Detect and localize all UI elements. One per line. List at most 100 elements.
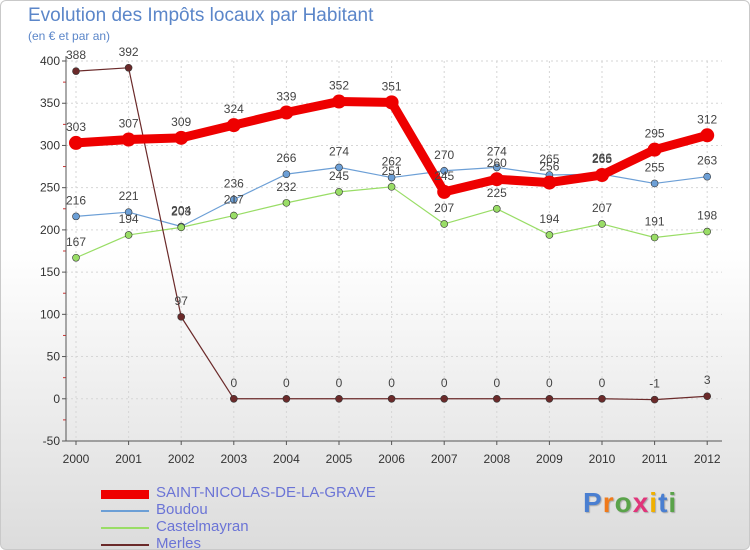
data-point — [174, 130, 189, 145]
data-label: -1 — [649, 377, 660, 391]
data-point — [387, 183, 396, 191]
data-point — [542, 175, 557, 190]
data-label: 295 — [645, 127, 665, 141]
legend-item: Merles — [101, 535, 431, 550]
data-label: 255 — [645, 160, 665, 174]
data-point — [647, 142, 662, 157]
data-point — [598, 220, 606, 228]
data-label: 245 — [329, 169, 349, 183]
y-tick-label: 50 — [47, 350, 61, 364]
data-point — [282, 394, 291, 403]
legend-swatch — [101, 510, 149, 512]
data-label: 0 — [599, 376, 606, 390]
data-point — [384, 95, 399, 110]
x-tick-label: 2008 — [483, 452, 510, 466]
data-label: 217 — [224, 193, 244, 207]
data-label: 274 — [487, 144, 507, 158]
data-point — [598, 394, 606, 403]
data-label: 309 — [171, 115, 191, 129]
x-tick-label: 2007 — [431, 452, 458, 466]
data-label: 265 — [539, 152, 559, 166]
data-point — [335, 188, 343, 196]
data-point — [72, 212, 80, 221]
data-label: 266 — [592, 151, 612, 165]
legend-item: Boudou — [101, 501, 431, 519]
y-tick-label: -50 — [43, 434, 61, 448]
data-point — [440, 220, 449, 228]
logo-letter: x — [632, 487, 650, 518]
data-point — [177, 223, 185, 232]
legend-swatch — [101, 489, 149, 499]
data-point — [440, 166, 449, 175]
data-point — [492, 204, 501, 213]
data-point — [282, 170, 291, 178]
logo-letter: t — [658, 487, 669, 518]
legend-label: Castelmayran — [156, 518, 249, 535]
y-tick-label: 0 — [53, 392, 60, 406]
data-label: 203 — [171, 204, 191, 218]
data-label: 0 — [283, 376, 290, 390]
data-point — [440, 394, 449, 403]
data-label: 221 — [119, 189, 139, 203]
data-point — [545, 231, 554, 239]
logo-letter: o — [614, 487, 633, 518]
data-label: 194 — [119, 212, 139, 226]
data-label: 312 — [697, 112, 717, 126]
data-label: 339 — [276, 90, 296, 104]
data-label: 270 — [434, 148, 454, 162]
data-point — [387, 394, 396, 403]
legend-label: SAINT-NICOLAS-DE-LA-GRAVE — [156, 484, 376, 501]
data-label: 216 — [66, 193, 86, 207]
data-point — [72, 67, 80, 75]
data-point — [703, 392, 712, 401]
data-label: 352 — [329, 79, 349, 93]
data-label: 0 — [546, 376, 553, 390]
data-point — [545, 394, 554, 403]
data-label: 0 — [441, 376, 448, 390]
data-label: 0 — [388, 376, 395, 390]
logo-letter: P — [583, 487, 603, 518]
data-point — [595, 168, 609, 182]
legend-item: SAINT-NICOLAS-DE-LA-GRAVE — [101, 484, 431, 502]
data-point — [650, 233, 659, 242]
data-label: 97 — [175, 294, 189, 308]
data-label: 265 — [592, 152, 612, 166]
x-tick-label: 2009 — [536, 452, 563, 466]
data-point — [492, 394, 501, 403]
legend-swatch — [101, 544, 149, 546]
data-label: 324 — [224, 102, 244, 116]
data-label: 207 — [592, 201, 612, 215]
data-label: 0 — [493, 376, 500, 390]
x-tick-label: 2003 — [220, 452, 247, 466]
data-label: 225 — [487, 186, 507, 200]
logo-letter: r — [602, 487, 615, 518]
data-label: 194 — [539, 212, 559, 226]
y-tick-label: 400 — [40, 54, 60, 68]
data-label: 392 — [119, 45, 139, 59]
x-tick-label: 2012 — [694, 452, 721, 466]
data-label: 303 — [66, 120, 86, 134]
x-tick-label: 2001 — [115, 452, 142, 466]
data-point — [335, 163, 343, 172]
data-label: 263 — [697, 154, 717, 168]
legend-swatch — [101, 527, 149, 529]
data-point — [121, 132, 136, 147]
data-point — [177, 313, 185, 321]
data-point — [124, 63, 133, 72]
data-point — [279, 105, 294, 120]
data-label: 207 — [434, 201, 454, 215]
data-point — [230, 211, 238, 220]
legend-label: Merles — [156, 535, 202, 550]
data-label: 236 — [224, 176, 244, 190]
data-point — [124, 208, 133, 216]
data-point — [230, 195, 238, 204]
data-point — [489, 172, 504, 187]
chart-legend: SAINT-NICOLAS-DE-LA-GRAVE Boudou Castelmay… — [101, 484, 431, 550]
data-label: 251 — [382, 164, 402, 178]
data-label: 256 — [539, 160, 559, 174]
data-point — [437, 184, 452, 199]
data-label: 232 — [276, 180, 296, 194]
data-point — [492, 163, 501, 172]
